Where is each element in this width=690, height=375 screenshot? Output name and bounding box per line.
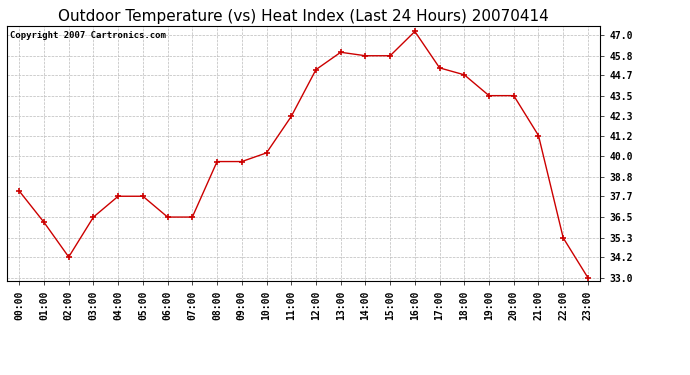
Text: Copyright 2007 Cartronics.com: Copyright 2007 Cartronics.com bbox=[10, 32, 166, 40]
Title: Outdoor Temperature (vs) Heat Index (Last 24 Hours) 20070414: Outdoor Temperature (vs) Heat Index (Las… bbox=[58, 9, 549, 24]
